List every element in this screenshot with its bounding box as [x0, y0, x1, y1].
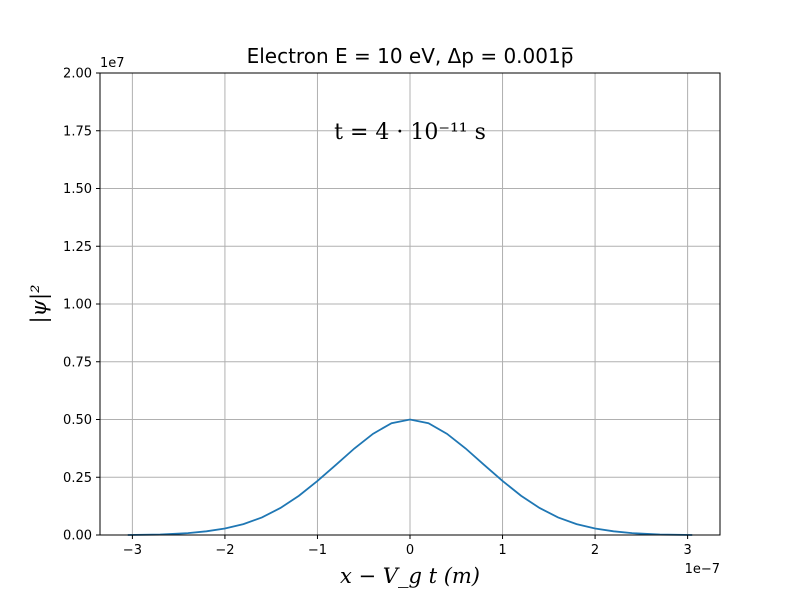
x-axis: −3 −2 −1 0 1 2 3: [123, 535, 692, 558]
y-axis-label: |ψ|²: [27, 284, 52, 323]
y-tick-label: 0.25: [63, 471, 92, 486]
y-tick-label: 0.00: [63, 529, 92, 544]
x-tick-label: −1: [308, 543, 327, 558]
x-tick-label: 1: [498, 543, 506, 558]
chart-title: Electron E = 10 eV, Δp = 0.001p̅: [247, 44, 574, 68]
y-tick-label: 1.75: [63, 124, 92, 139]
x-tick-label: 0: [406, 543, 414, 558]
y-tick-label: 2.00: [63, 67, 92, 82]
y-tick-label: 0.50: [63, 413, 92, 428]
x-axis-label: x − V_g t (m): [340, 564, 480, 588]
x-offset-label: 1e−7: [685, 562, 720, 577]
x-tick-label: −3: [123, 543, 142, 558]
x-tick-label: 3: [683, 543, 691, 558]
x-tick-label: −2: [215, 543, 234, 558]
grid: [100, 72, 720, 536]
y-offset-label: 1e7: [100, 56, 125, 71]
x-tick-label: 2: [591, 543, 599, 558]
y-tick-label: 1.25: [63, 240, 92, 255]
y-axis: 0.00 0.25 0.50 0.75 1.00 1.25 1.50 1.75 2.00: [63, 67, 100, 544]
y-tick-label: 1.00: [63, 298, 92, 313]
wave-packet-line: [127, 418, 693, 536]
y-tick-label: 0.75: [63, 355, 92, 370]
time-annotation: t = 4 · 10⁻¹¹ s: [334, 120, 486, 145]
y-tick-label: 1.50: [63, 182, 92, 197]
